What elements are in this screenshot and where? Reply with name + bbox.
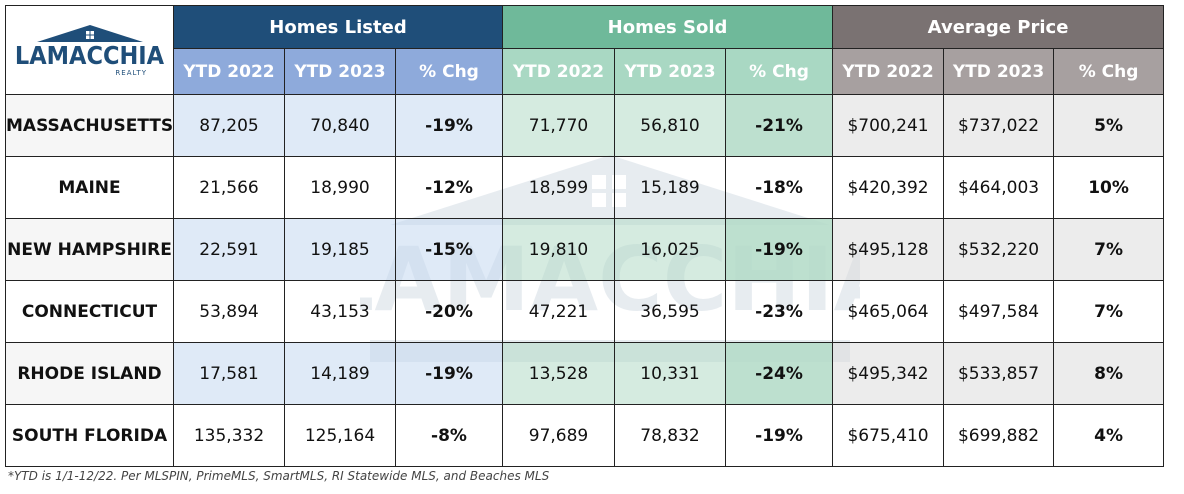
- listed-ytd2023: 70,840: [284, 94, 396, 157]
- state-name: MASSACHUSETTS: [5, 94, 174, 157]
- group-homes-listed: Homes Listed: [172, 5, 504, 49]
- price-chg: 8%: [1053, 342, 1165, 405]
- sold-ytd2023: 36,595: [614, 280, 727, 343]
- sold-ytd2023: 78,832: [614, 404, 727, 467]
- group-homes-sold: Homes Sold: [502, 5, 834, 49]
- listed-chg: -12%: [394, 156, 504, 219]
- logo-name: LAMACCHIA: [14, 41, 165, 70]
- sold-ytd2023: 56,810: [614, 94, 727, 157]
- group-header-row: LAMACCHIA REALTY Homes Listed Homes Sold…: [5, 5, 1165, 95]
- table-row: MASSACHUSETTS 87,205 70,840 -19% 71,770 …: [5, 94, 1165, 157]
- listed-ytd2023: 43,153: [284, 280, 396, 343]
- sold-ytd2023: 10,331: [614, 342, 727, 405]
- sales-table: LAMACCHIA REALTY Homes Listed Homes Sold…: [5, 5, 1165, 467]
- footnote: *YTD is 1/1-12/22. Per MLSPIN, PrimeMLS,…: [8, 469, 550, 483]
- subheader-sold-ytd2023: YTD 2023: [614, 48, 727, 95]
- sold-chg: -21%: [725, 94, 834, 157]
- price-chg: 5%: [1053, 94, 1165, 157]
- price-chg: 7%: [1053, 280, 1165, 343]
- sold-ytd2022: 97,689: [502, 404, 616, 467]
- price-ytd2022: $420,392: [832, 156, 945, 219]
- table-row: MAINE 21,566 18,990 -12% 18,599 15,189 -…: [5, 156, 1165, 219]
- subheader-sold-chg: % Chg: [725, 48, 834, 95]
- price-chg: 7%: [1053, 218, 1165, 281]
- sold-ytd2023: 16,025: [614, 218, 727, 281]
- sold-ytd2022: 18,599: [502, 156, 616, 219]
- sub-header-row: YTD 2022 YTD 2023 % Chg YTD 2022 YTD 202…: [6, 48, 1165, 95]
- logo-tagline: REALTY: [115, 69, 147, 77]
- state-name: RHODE ISLAND: [5, 342, 174, 405]
- listed-chg: -20%: [394, 280, 504, 343]
- logo-cell: LAMACCHIA REALTY: [5, 5, 174, 95]
- price-ytd2023: $497,584: [943, 280, 1055, 343]
- price-ytd2022: $495,128: [832, 218, 945, 281]
- price-chg: 10%: [1053, 156, 1165, 219]
- house-roof-icon: [36, 25, 143, 42]
- sold-chg: -19%: [725, 218, 834, 281]
- listed-chg: -19%: [394, 342, 504, 405]
- listed-ytd2022: 87,205: [173, 94, 285, 157]
- price-ytd2023: $533,857: [943, 342, 1055, 405]
- table-row: RHODE ISLAND 17,581 14,189 -19% 13,528 1…: [5, 342, 1165, 405]
- sold-chg: -19%: [725, 404, 834, 467]
- sold-chg: -24%: [725, 342, 834, 405]
- listed-chg: -19%: [394, 94, 504, 157]
- state-name: SOUTH FLORIDA: [5, 404, 174, 467]
- state-name: MAINE: [5, 156, 174, 219]
- price-ytd2023: $464,003: [943, 156, 1055, 219]
- sold-ytd2023: 15,189: [614, 156, 727, 219]
- state-name: NEW HAMPSHIRE: [5, 218, 174, 281]
- price-ytd2022: $700,241: [832, 94, 945, 157]
- subheader-price-ytd2023: YTD 2023: [943, 48, 1055, 95]
- listed-ytd2022: 53,894: [173, 280, 285, 343]
- listed-chg: -15%: [394, 218, 504, 281]
- sold-chg: -18%: [725, 156, 834, 219]
- subheader-listed-ytd2023: YTD 2023: [284, 48, 396, 95]
- state-name: CONNECTICUT: [5, 280, 174, 343]
- listed-ytd2022: 22,591: [173, 218, 285, 281]
- subheader-listed-ytd2022: YTD 2022: [173, 48, 285, 95]
- listed-ytd2023: 14,189: [284, 342, 396, 405]
- table-row: NEW HAMPSHIRE 22,591 19,185 -15% 19,810 …: [5, 218, 1165, 281]
- group-average-price: Average Price: [832, 5, 1165, 49]
- listed-chg: -8%: [394, 404, 504, 467]
- subheader-price-chg: % Chg: [1053, 48, 1165, 95]
- price-ytd2022: $465,064: [832, 280, 945, 343]
- table-row: SOUTH FLORIDA 135,332 125,164 -8% 97,689…: [5, 404, 1165, 467]
- price-ytd2023: $737,022: [943, 94, 1055, 157]
- listed-ytd2022: 135,332: [173, 404, 285, 467]
- listed-ytd2022: 17,581: [173, 342, 285, 405]
- table-row: CONNECTICUT 53,894 43,153 -20% 47,221 36…: [5, 280, 1165, 343]
- price-ytd2023: $699,882: [943, 404, 1055, 467]
- price-ytd2022: $495,342: [832, 342, 945, 405]
- subheader-price-ytd2022: YTD 2022: [832, 48, 945, 95]
- listed-ytd2023: 19,185: [284, 218, 396, 281]
- sold-ytd2022: 71,770: [502, 94, 616, 157]
- listed-ytd2022: 21,566: [173, 156, 285, 219]
- sold-ytd2022: 47,221: [502, 280, 616, 343]
- price-ytd2023: $532,220: [943, 218, 1055, 281]
- subheader-listed-chg: % Chg: [394, 48, 504, 95]
- sold-ytd2022: 13,528: [502, 342, 616, 405]
- company-logo: LAMACCHIA REALTY: [6, 23, 173, 77]
- sold-ytd2022: 19,810: [502, 218, 616, 281]
- sold-chg: -23%: [725, 280, 834, 343]
- price-ytd2022: $675,410: [832, 404, 945, 467]
- subheader-sold-ytd2022: YTD 2022: [502, 48, 616, 95]
- listed-ytd2023: 125,164: [284, 404, 396, 467]
- listed-ytd2023: 18,990: [284, 156, 396, 219]
- price-chg: 4%: [1053, 404, 1165, 467]
- market-summary: LAMACCHIA LAMACCHIA REALTY: [5, 5, 1165, 467]
